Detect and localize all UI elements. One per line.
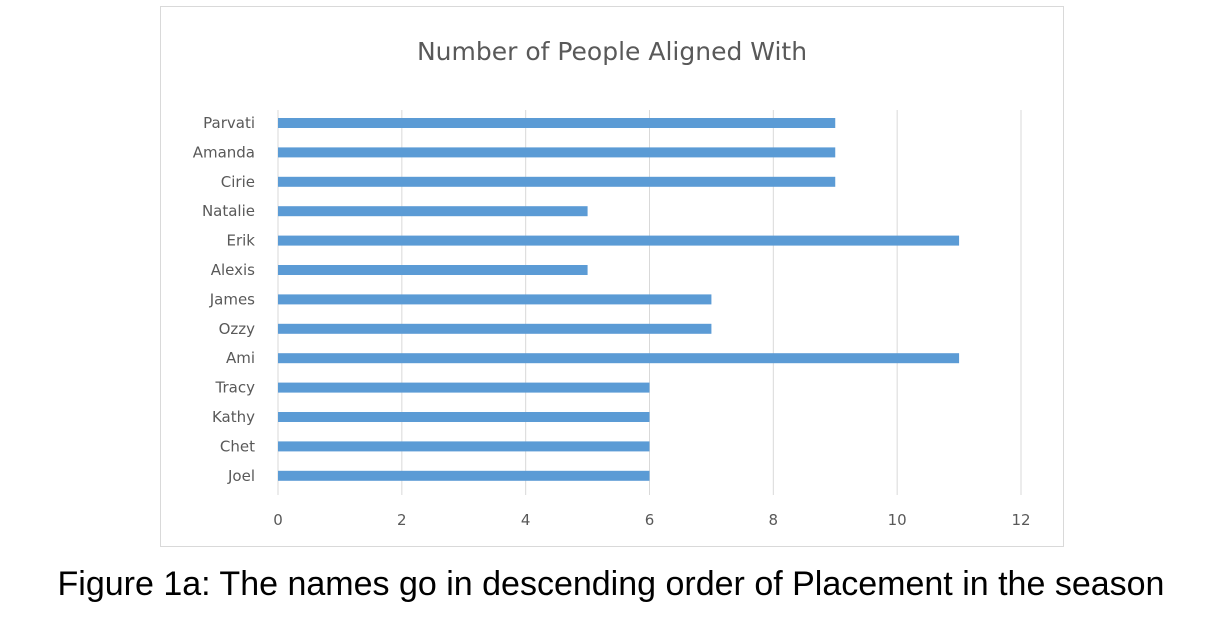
- x-tick-label: 0: [273, 511, 283, 529]
- category-label: Tracy: [215, 379, 256, 397]
- bar: [278, 176, 836, 187]
- x-tick-label: 4: [521, 511, 531, 529]
- x-tick-label: 10: [888, 511, 907, 529]
- chart-title: Number of People Aligned With: [416, 37, 808, 66]
- category-label: Chet: [220, 437, 255, 455]
- bar: [278, 118, 836, 128]
- bar-chart-plot: 0 2 4 6 8 10 12 Parvati Amanda Cirie Natalie Erik Al…: [193, 110, 1031, 529]
- x-tick-label: 6: [645, 511, 655, 529]
- category-label: Joel: [227, 467, 255, 485]
- x-tick-label: 12: [1011, 511, 1030, 529]
- category-label: Parvati: [203, 114, 255, 132]
- chart-frame: Number of People Aligned With 0 2 4 6 8 10 12 P…: [160, 6, 1064, 547]
- bar: [278, 353, 960, 364]
- x-tick-label: 2: [397, 511, 407, 529]
- category-label: Kathy: [212, 408, 255, 426]
- figure-caption: Figure 1a: The names go in descending or…: [57, 565, 1165, 603]
- category-label: Natalie: [202, 202, 255, 220]
- bar: [278, 470, 650, 481]
- bar: [278, 265, 588, 275]
- category-label: Alexis: [211, 261, 255, 279]
- bar: [278, 147, 836, 158]
- bar: [278, 235, 960, 246]
- category-label: Ozzy: [219, 320, 256, 338]
- category-label: Erik: [227, 232, 256, 250]
- category-label: Cirie: [221, 173, 255, 191]
- x-tick-label: 8: [769, 511, 779, 529]
- bar: [278, 323, 712, 334]
- bar: [278, 294, 712, 305]
- bar: [278, 412, 650, 422]
- bar: [278, 441, 650, 452]
- category-label: Amanda: [193, 143, 255, 161]
- bar: [278, 382, 650, 393]
- category-label: Ami: [226, 349, 255, 367]
- category-label: James: [209, 290, 255, 308]
- bar: [278, 206, 588, 217]
